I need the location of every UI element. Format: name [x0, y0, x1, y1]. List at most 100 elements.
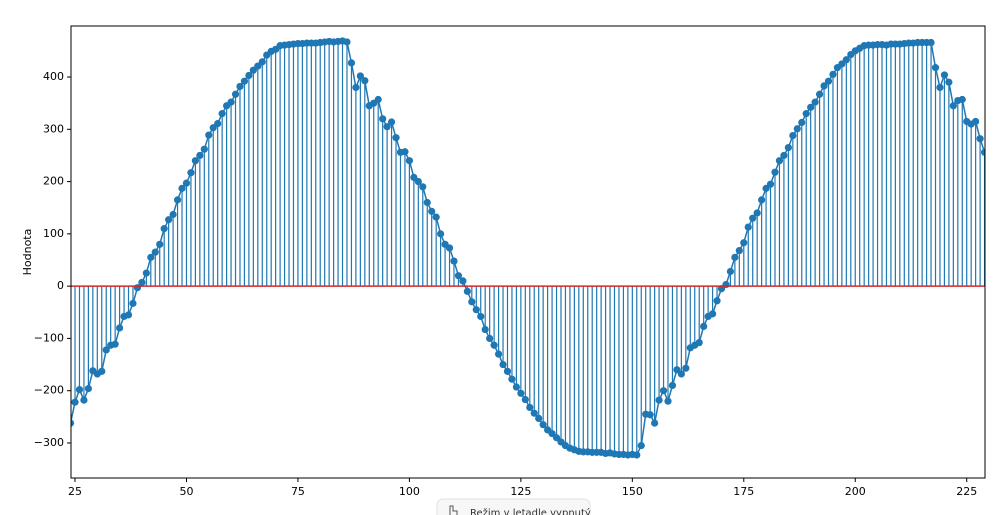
y-tick-label: −200	[34, 384, 64, 397]
axes-frame	[70, 25, 986, 479]
y-tick-label: −100	[34, 331, 64, 344]
toast-text: Režim v letadle vypnutý	[470, 507, 591, 515]
marker	[258, 58, 266, 66]
marker	[815, 90, 824, 98]
marker	[936, 83, 944, 92]
y-tick-label: 200	[43, 175, 64, 188]
marker	[824, 77, 833, 85]
y-tick-label: −300	[34, 436, 64, 449]
marker	[958, 95, 966, 104]
marker	[414, 177, 422, 186]
marker	[633, 451, 641, 459]
marker	[187, 169, 195, 177]
x-tick-label: 200	[845, 485, 866, 498]
marker	[151, 248, 159, 256]
marker	[169, 210, 177, 219]
marker	[535, 414, 543, 423]
marker	[468, 298, 476, 306]
marker	[637, 441, 645, 450]
marker	[700, 322, 708, 330]
series-line	[71, 40, 985, 456]
marker	[419, 183, 427, 191]
marker	[494, 350, 503, 358]
marker	[931, 64, 940, 72]
x-tick-label: 225	[956, 485, 977, 498]
marker	[343, 38, 351, 46]
marker	[758, 196, 766, 204]
marker	[708, 310, 717, 318]
marker	[659, 387, 668, 395]
marker	[695, 338, 703, 347]
marker	[98, 367, 106, 375]
marker	[428, 207, 436, 215]
x-tick-label: 75	[291, 485, 305, 498]
x-tick-label: 100	[399, 485, 420, 498]
marker	[651, 419, 659, 427]
y-tick-label: 300	[43, 122, 64, 135]
marker	[512, 383, 521, 391]
marker	[374, 95, 382, 104]
marker	[160, 225, 168, 233]
y-tick-label: 100	[43, 227, 64, 240]
marker	[379, 115, 387, 123]
marker	[802, 110, 810, 118]
x-tick-label: 175	[733, 485, 754, 498]
marker	[775, 157, 784, 165]
marker	[138, 278, 146, 287]
marker	[437, 230, 445, 238]
marker	[218, 110, 226, 118]
marker	[677, 370, 685, 378]
marker	[713, 297, 721, 305]
marker	[147, 253, 155, 261]
marker	[200, 145, 208, 153]
marker	[459, 277, 467, 285]
marker	[526, 403, 534, 412]
marker	[240, 77, 249, 85]
marker	[539, 421, 547, 429]
x-tick-label: 150	[622, 485, 643, 498]
marker	[793, 125, 801, 133]
toast-box	[436, 498, 591, 515]
marker	[517, 389, 525, 397]
marker	[486, 334, 494, 343]
marker	[75, 386, 84, 394]
marker	[102, 346, 110, 354]
marker	[196, 151, 204, 160]
marker	[499, 360, 507, 369]
marker	[820, 82, 828, 90]
marker	[115, 324, 124, 332]
marker	[387, 118, 396, 126]
marker	[392, 134, 400, 142]
marker	[731, 253, 739, 261]
marker	[807, 103, 815, 111]
marker	[111, 340, 119, 348]
marker	[668, 381, 677, 390]
marker	[445, 244, 454, 252]
marker	[347, 59, 356, 67]
marker	[503, 367, 512, 375]
marker	[481, 325, 489, 334]
marker	[949, 102, 957, 110]
marker	[744, 223, 752, 231]
marker	[789, 131, 797, 140]
x-tick-label: 125	[510, 485, 531, 498]
marker	[463, 287, 471, 295]
marker	[124, 311, 133, 319]
x-tick-label: 25	[68, 485, 82, 498]
marker	[798, 118, 806, 127]
marker	[129, 299, 137, 307]
marker	[664, 397, 672, 405]
y-tick-label: 400	[43, 70, 64, 83]
marker	[490, 341, 498, 349]
plot-area	[71, 37, 985, 459]
marker	[165, 216, 173, 224]
marker	[182, 179, 191, 187]
marker	[940, 71, 949, 79]
marker	[142, 269, 150, 277]
toast-icon	[449, 505, 458, 515]
marker	[722, 280, 730, 289]
marker	[472, 306, 480, 314]
marker	[811, 98, 819, 106]
